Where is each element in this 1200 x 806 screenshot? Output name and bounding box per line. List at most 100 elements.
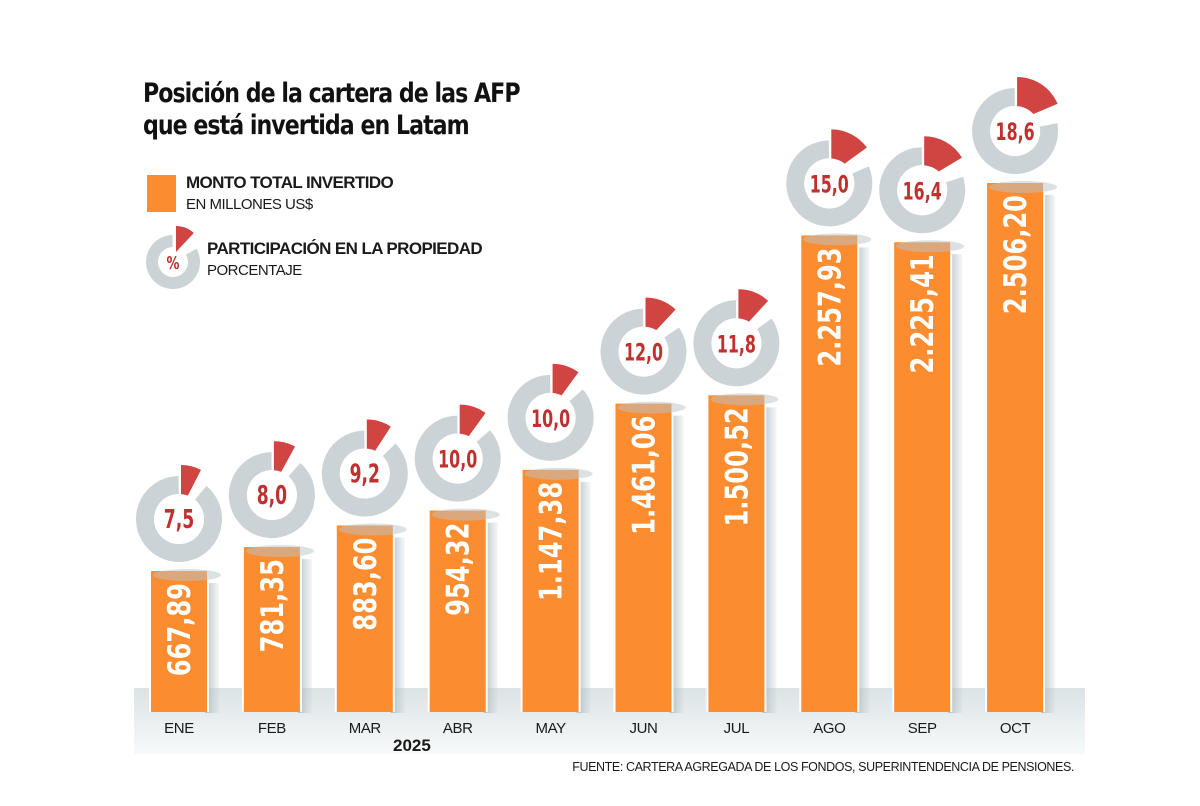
donut-center xyxy=(618,326,669,377)
bar xyxy=(894,242,951,712)
donut-center xyxy=(804,158,855,209)
bar xyxy=(615,403,672,712)
donut-center xyxy=(432,433,483,484)
x-tick-label: FEB xyxy=(258,720,286,737)
legend-bar-label: MONTO TOTAL INVERTIDO xyxy=(186,173,394,192)
donut-ring xyxy=(600,308,687,395)
bar-value-label: 1.461,06 xyxy=(626,416,663,535)
donut-ring xyxy=(228,452,315,539)
x-tick-label: SEP xyxy=(908,720,937,737)
bar-value-label: 954,32 xyxy=(440,523,477,616)
bar-group-jul: 1.500,52 JUL 11,8 xyxy=(693,289,780,737)
donut-value-label: 8,0 xyxy=(257,482,287,512)
donut-ring xyxy=(414,415,501,502)
donut-shadow xyxy=(617,401,686,414)
x-tick-label: ENE xyxy=(164,720,194,737)
donut-value-label: 9,2 xyxy=(350,460,380,490)
x-tick-label: JUN xyxy=(630,720,658,737)
bar-value-label: 2.506,20 xyxy=(997,195,1034,314)
donut-center xyxy=(990,106,1041,156)
bar-value-label: 2.225,41 xyxy=(904,254,941,373)
x-tick-label: JUL xyxy=(724,720,750,737)
donut-value-label: 11,8 xyxy=(717,330,756,358)
legend-donut-symbol: % xyxy=(167,252,180,274)
bar-value-label: 1.500,52 xyxy=(718,407,755,526)
percentage-donut: 16,4 xyxy=(879,136,966,253)
bar-value-label: 1.147,38 xyxy=(533,482,570,601)
bar xyxy=(708,395,765,712)
bar-group-mar: 883,60 MAR 9,2 xyxy=(321,419,408,737)
legend-donut-sublabel: PORCENTAJE xyxy=(207,262,302,279)
donut-center xyxy=(897,165,948,216)
x-tick-label: MAR xyxy=(349,720,382,737)
donut-ring xyxy=(786,140,873,227)
donut-shadow xyxy=(524,467,593,480)
percentage-donut: 11,8 xyxy=(693,289,780,406)
donut-shadow xyxy=(245,545,314,558)
x-tick-label: OCT xyxy=(1000,720,1031,737)
bar-value-label: 883,60 xyxy=(347,537,384,630)
legend-donut-label: PARTICIPACIÓN EN LA PROPIEDAD xyxy=(207,239,483,258)
bar xyxy=(987,183,1044,712)
percentage-donut: 7,5 xyxy=(136,465,223,582)
legend-bar-swatch xyxy=(147,175,176,212)
donut-value-label: 15,0 xyxy=(810,170,849,198)
bar-group-sep: 2.225,41 SEP 16,4 xyxy=(879,136,966,737)
legend-donut-slice xyxy=(176,226,194,252)
donut-shadow xyxy=(153,569,221,582)
bar-group-feb: 781,35 FEB 8,0 xyxy=(228,441,315,737)
percentage-donut: 10,0 xyxy=(507,363,594,480)
bar-group-abr: 954,32 ABR 10,0 xyxy=(414,404,501,737)
donut-center xyxy=(525,392,576,443)
legend-donut-icon: % xyxy=(146,226,200,289)
bar-value-label: 781,35 xyxy=(254,559,291,652)
donut-ring xyxy=(879,147,966,234)
x-tick-label: MAY xyxy=(535,720,566,737)
donut-value-label: 16,4 xyxy=(903,177,942,205)
donut-value-label: 10,0 xyxy=(531,404,570,432)
legend-donut-ring xyxy=(146,235,200,289)
percentage-donut: 9,2 xyxy=(321,419,408,536)
donut-value-label: 18,6 xyxy=(996,118,1035,146)
bar xyxy=(151,571,207,712)
percentage-donut: 18,6 xyxy=(972,76,1059,193)
percentage-donut: 10,0 xyxy=(414,404,501,521)
source-note: FUENTE: CARTERA AGREGADA DE LOS FONDOS, … xyxy=(572,760,1074,774)
bar-group-oct: 2.506,20 OCT 18,6 xyxy=(972,76,1059,737)
donut-ring xyxy=(693,300,780,387)
donut-shadow xyxy=(338,523,407,536)
bar xyxy=(243,547,300,712)
percentage-donut: 12,0 xyxy=(600,297,687,414)
donut-shadow xyxy=(431,508,500,521)
percentage-donut: 8,0 xyxy=(228,441,315,558)
bar-group-may: 1.147,38 MAY 10,0 xyxy=(507,363,594,737)
chart-title-line2: que está invertida en Latam xyxy=(143,110,470,141)
bar-value-label: 667,89 xyxy=(161,583,198,676)
percentage-donut: 15,0 xyxy=(786,129,873,246)
donut-center xyxy=(339,448,390,499)
bar xyxy=(429,510,486,712)
donut-shadow xyxy=(896,240,965,253)
bar xyxy=(522,469,579,712)
donut-value-label: 7,5 xyxy=(164,506,194,536)
chart-title-line1: Posición de la cartera de las AFP xyxy=(143,78,521,109)
donut-ring xyxy=(321,430,408,517)
chart-title: Posición de la cartera de las AFP que es… xyxy=(143,78,521,142)
donut-center xyxy=(711,318,762,369)
bar xyxy=(336,525,393,712)
donut-ring xyxy=(972,88,1059,174)
legend-bar-sublabel: EN MILLONES US$ xyxy=(186,196,313,213)
donut-value-label: 12,0 xyxy=(624,338,663,366)
donut-center xyxy=(154,494,204,545)
donut-shadow xyxy=(710,393,779,406)
x-tick-label: ABR xyxy=(443,720,473,737)
donut-shadow xyxy=(803,233,872,246)
bar-group-jun: 1.461,06 JUN 12,0 xyxy=(600,297,687,737)
bar-value-label: 2.257,93 xyxy=(811,247,848,366)
bar-group-ago: 2.257,93 AGO 15,0 xyxy=(786,129,873,737)
bar xyxy=(801,235,858,712)
bar-group-ene: 667,89 ENE 7,5 xyxy=(136,465,223,737)
donut-center xyxy=(246,470,297,521)
donut-ring xyxy=(507,374,594,461)
